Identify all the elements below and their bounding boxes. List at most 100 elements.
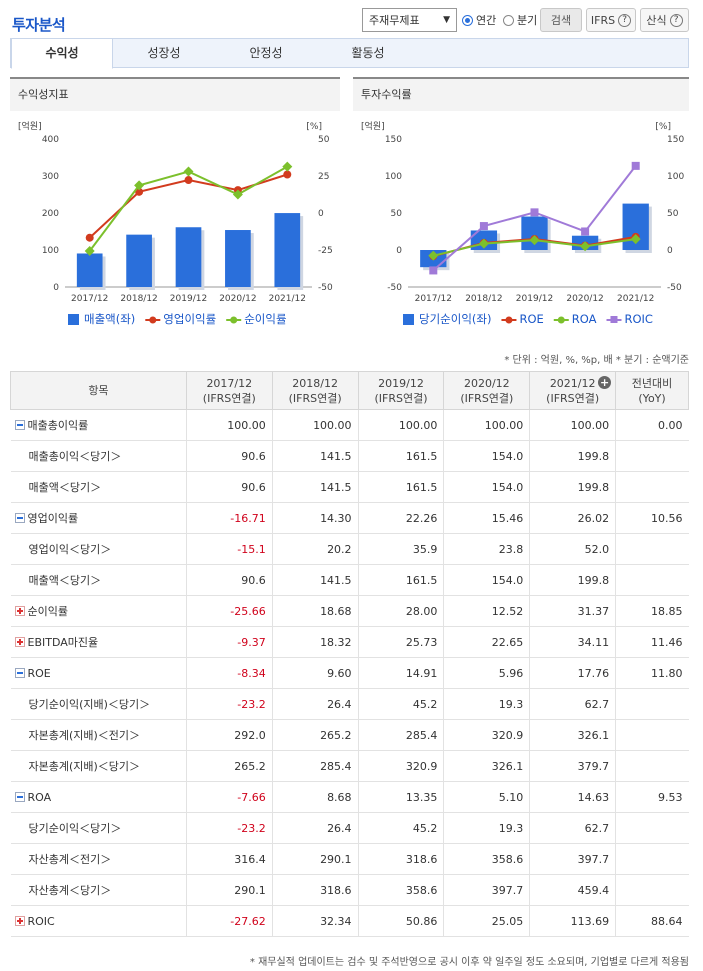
y-tick-left: -50 bbox=[387, 283, 402, 293]
point-marker bbox=[282, 161, 293, 172]
row-label-text: 자산총계＜당기＞ bbox=[28, 884, 112, 897]
collapse-icon[interactable] bbox=[14, 791, 25, 802]
table-cell-yoy bbox=[615, 719, 689, 751]
table-cell: 290.1 bbox=[185, 874, 273, 906]
table-cell: 100.00 bbox=[357, 409, 444, 441]
row-label[interactable]: 영업이익률 bbox=[10, 502, 187, 534]
table-cell-yoy: 18.85 bbox=[615, 595, 689, 627]
table-cell: 8.68 bbox=[271, 781, 359, 813]
table-row: 영업이익＜당기＞ -15.1 20.2 35.9 23.8 52.0 bbox=[10, 533, 689, 565]
table-cell: 326.1 bbox=[529, 719, 616, 751]
table-cell: 113.69 bbox=[529, 905, 616, 937]
row-label[interactable]: 순이익률 bbox=[10, 595, 187, 627]
x-tick: 2019/12 bbox=[170, 294, 207, 304]
table-cell: 25.73 bbox=[357, 626, 444, 658]
tab-activity[interactable]: 활동성 bbox=[351, 46, 385, 60]
row-label-text: ROIC bbox=[27, 914, 55, 928]
table-cell: 26.4 bbox=[271, 812, 359, 844]
tab-stability[interactable]: 안정성 bbox=[249, 46, 283, 60]
table-cell: 31.37 bbox=[529, 595, 616, 627]
collapse-icon[interactable] bbox=[14, 667, 25, 678]
row-label[interactable]: ROIC bbox=[10, 905, 187, 937]
row-label-text: EBITDA마진율 bbox=[27, 636, 99, 649]
collapse-icon[interactable] bbox=[14, 513, 25, 523]
table-cell: 14.91 bbox=[357, 657, 444, 689]
formula-help-button[interactable]: 산식 ? bbox=[640, 8, 689, 32]
table-cell: 20.2 bbox=[271, 533, 359, 565]
row-label[interactable]: ROE bbox=[10, 657, 187, 689]
chevron-down-icon: ▼ bbox=[443, 15, 450, 25]
table-cell: -27.62 bbox=[185, 905, 273, 937]
point-marker bbox=[581, 227, 590, 236]
y-tick-left: 300 bbox=[42, 172, 59, 182]
table-row: ROA -7.66 8.68 13.35 5.10 14.63 9.53 bbox=[10, 781, 689, 813]
chart-title: 수익성지표 bbox=[10, 79, 340, 111]
statement-select[interactable]: 주재무제표 ▼ bbox=[362, 8, 457, 32]
col-year: 2021/12 bbox=[549, 376, 596, 390]
table-row: 자본총계(지배)＜전기＞ 292.0 265.2 285.4 320.9 326.1 bbox=[10, 719, 689, 751]
legend-label: 순이익률 bbox=[244, 312, 286, 326]
row-label[interactable]: 매출총이익률 bbox=[10, 409, 187, 441]
table-cell: 34.11 bbox=[529, 626, 616, 658]
table-cell: 5.10 bbox=[443, 781, 530, 813]
col-yoy: 전년대비 bbox=[631, 376, 673, 390]
col-basis: (IFRS연결) bbox=[460, 391, 514, 405]
table-row: 영업이익률 -16.71 14.30 22.26 15.46 26.02 10.56 bbox=[10, 502, 689, 534]
profitability-chart: [억원] [%] 0 100 200 300 400 -50 -25 0 25 50 2017/12 20… bbox=[18, 120, 333, 326]
legend-swatch bbox=[230, 316, 238, 324]
table-cell: 15.46 bbox=[443, 502, 530, 534]
table-cell: 285.4 bbox=[271, 750, 359, 782]
radio-quarter[interactable]: 분기 bbox=[503, 8, 537, 32]
row-label[interactable]: ROA bbox=[10, 781, 187, 813]
ifrs-help-button[interactable]: IFRS ? bbox=[586, 8, 636, 32]
tab-growth[interactable]: 성장성 bbox=[147, 46, 181, 60]
table-cell: 358.6 bbox=[443, 843, 530, 875]
search-button[interactable]: 검색 bbox=[540, 8, 582, 32]
radio-annual[interactable]: 연간 bbox=[462, 8, 496, 32]
y-tick-left: 50 bbox=[391, 209, 403, 219]
point-marker bbox=[85, 233, 94, 242]
expand-icon[interactable] bbox=[14, 606, 25, 616]
table-cell: 32.34 bbox=[271, 905, 359, 937]
row-label-text: 매출총이익률 bbox=[27, 419, 89, 432]
table-row: 매출액＜당기＞ 90.6 141.5 161.5 154.0 199.8 bbox=[10, 564, 689, 596]
point-marker bbox=[429, 266, 438, 275]
radio-annual-label: 연간 bbox=[476, 14, 497, 27]
table-cell: 100.00 bbox=[529, 409, 616, 441]
table-cell-yoy bbox=[615, 440, 689, 472]
col-header-item: 항목 bbox=[10, 371, 187, 410]
row-label: 자본총계(지배)＜전기＞ bbox=[10, 719, 187, 751]
col-basis: (IFRS연결) bbox=[546, 391, 600, 405]
expand-icon[interactable] bbox=[14, 637, 25, 647]
add-column-icon[interactable]: + bbox=[598, 376, 612, 389]
legend-swatch bbox=[403, 314, 414, 325]
chart-legend: 매출액(좌) 영업이익률 순이익률 bbox=[68, 312, 287, 326]
table-cell: 22.65 bbox=[443, 626, 530, 658]
table-cell-yoy bbox=[615, 564, 689, 596]
col-basis: (IFRS연결) bbox=[288, 391, 342, 405]
point-marker bbox=[479, 222, 488, 231]
col-year: 2020/12 bbox=[463, 376, 510, 390]
ifrs-label: IFRS bbox=[590, 13, 616, 27]
tab-profitability[interactable]: 수익성 bbox=[11, 38, 113, 69]
y-tick-right: 150 bbox=[667, 135, 684, 145]
row-label-text: ROA bbox=[27, 790, 52, 804]
table-cell: 50.86 bbox=[357, 905, 444, 937]
table-cell-yoy: 10.56 bbox=[615, 502, 689, 534]
x-tick: 2018/12 bbox=[465, 294, 502, 304]
expand-icon[interactable] bbox=[14, 915, 25, 926]
table-cell: 290.1 bbox=[271, 843, 359, 875]
y-tick-right: -25 bbox=[318, 246, 333, 256]
y-tick-left: 400 bbox=[42, 135, 59, 145]
table-cell: 90.6 bbox=[185, 564, 273, 596]
investment-return-chart: [억원] [%] -50 0 50 100 150 -50 0 50 100 150 2017/12 20… bbox=[361, 120, 684, 326]
collapse-icon[interactable] bbox=[14, 420, 25, 430]
table-cell: 22.26 bbox=[357, 502, 444, 534]
tab-bar: 수익성 성장성 안정성 활동성 bbox=[10, 38, 689, 69]
row-label[interactable]: EBITDA마진율 bbox=[10, 626, 187, 658]
point-marker bbox=[84, 245, 95, 256]
x-tick: 2021/12 bbox=[617, 294, 654, 304]
table-cell: 154.0 bbox=[443, 471, 530, 503]
table-cell: 397.7 bbox=[529, 843, 616, 875]
table-cell: -25.66 bbox=[185, 595, 273, 627]
